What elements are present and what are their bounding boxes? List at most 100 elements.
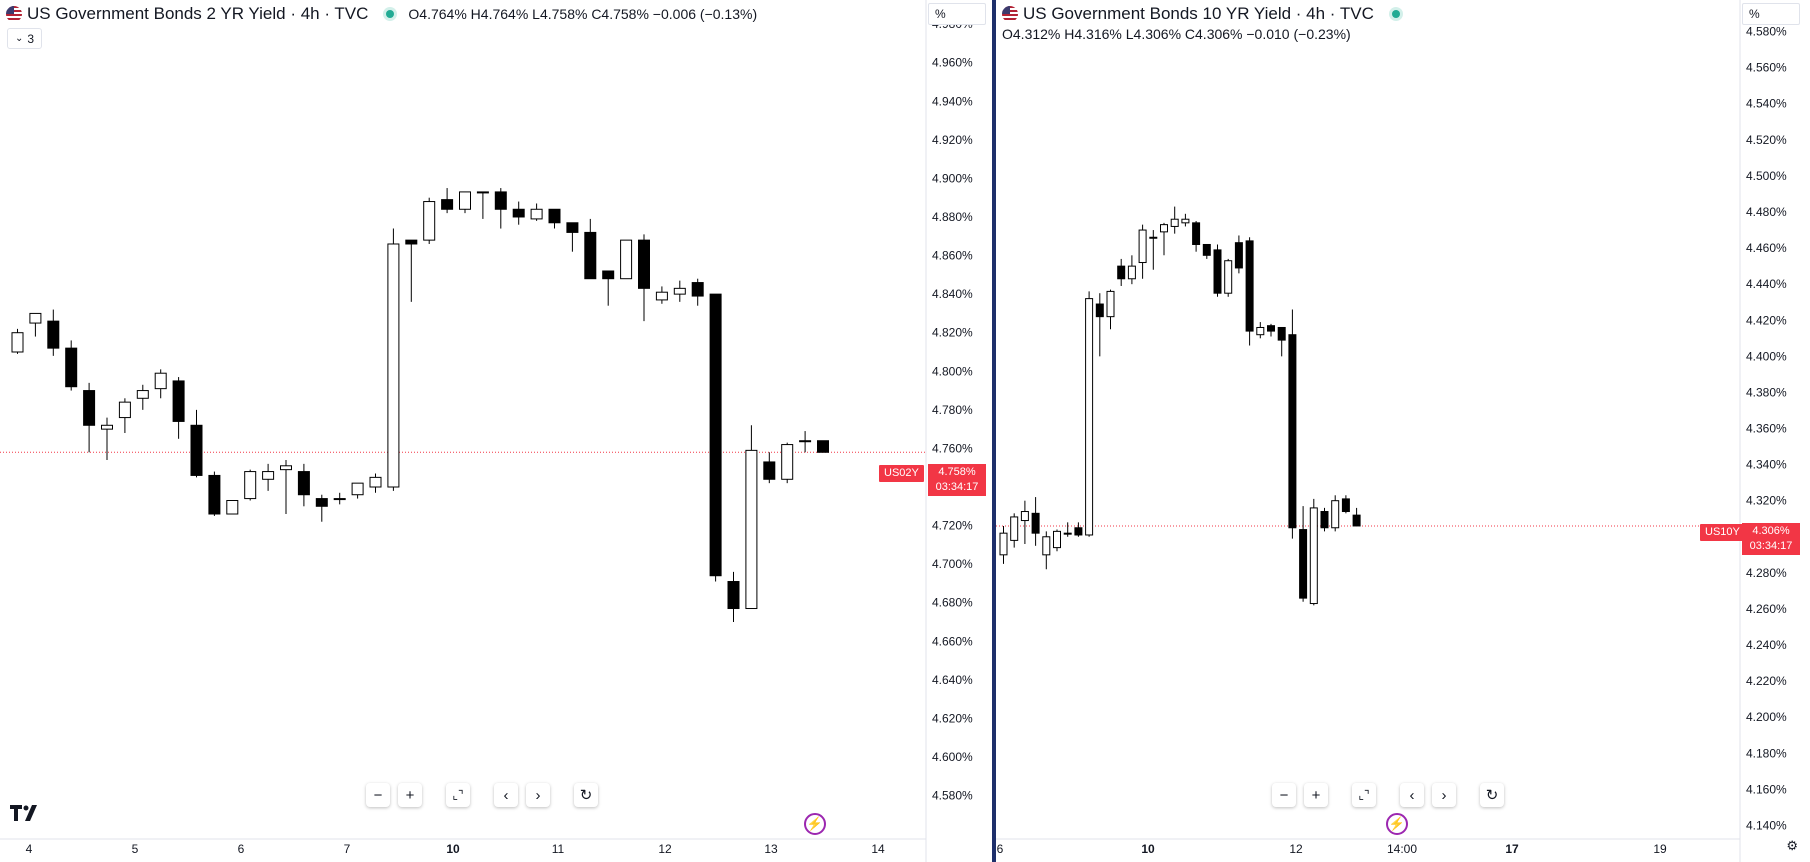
candle[interactable] [154,369,167,399]
candle[interactable] [405,239,418,302]
candle[interactable] [1213,244,1222,297]
candle[interactable] [244,469,257,501]
candle[interactable] [441,188,454,214]
candle[interactable] [566,222,579,252]
candle[interactable] [781,442,794,484]
candle[interactable] [1234,235,1243,274]
candle[interactable] [333,492,346,505]
gear-icon[interactable]: ⚙ [1786,838,1798,853]
candle[interactable] [47,309,60,356]
candle[interactable] [1127,255,1136,285]
candle[interactable] [709,293,722,582]
candle[interactable] [1267,323,1275,337]
candle[interactable] [136,384,149,410]
reset-zoom-button[interactable]: ⌞⌝ [446,783,470,807]
reset-chart-button[interactable]: ↻ [1480,783,1504,807]
candle[interactable] [673,280,686,302]
candle[interactable] [1256,322,1265,339]
candle[interactable] [763,452,776,484]
unit-selector[interactable]: % [928,3,986,25]
candle[interactable] [262,463,275,491]
candle[interactable] [1117,258,1126,286]
candle[interactable] [817,440,829,453]
candle[interactable] [638,234,650,322]
zoom-in-button[interactable]: + [398,783,422,807]
scroll-right-button[interactable]: › [1432,783,1456,807]
candle[interactable] [190,409,203,478]
candle[interactable] [1224,258,1233,297]
candle[interactable] [1320,507,1329,532]
candle[interactable] [1074,522,1083,537]
candle[interactable] [1085,291,1094,537]
pane-divider[interactable] [992,0,996,862]
chart-svg-us02y[interactable]: 4.980%4.960%4.940%4.920%4.900%4.880%4.86… [0,0,992,862]
candle[interactable] [423,197,436,244]
candle[interactable] [226,500,239,515]
candle[interactable] [1181,213,1190,227]
unit-selector[interactable]: % [1742,3,1800,25]
scroll-left-button[interactable]: ‹ [494,783,518,807]
candle[interactable] [101,417,113,461]
candle[interactable] [1063,522,1072,537]
candle[interactable] [1341,495,1350,514]
candle[interactable] [1020,500,1029,544]
candle[interactable] [29,312,42,337]
candle[interactable] [351,482,364,499]
candle[interactable] [297,463,310,507]
candle[interactable] [1170,206,1179,234]
candle[interactable] [208,471,221,516]
tradingview-logo[interactable] [10,805,42,826]
candle[interactable] [387,228,400,491]
chart-pane-us10y[interactable]: 4.580% 4.560% 4.540% 4.520% 4.500% 4.480% 4.46… [996,0,1810,862]
candle[interactable] [1031,497,1040,546]
candle[interactable] [620,239,633,280]
symbol-title[interactable]: US Government Bonds 10 YR Yield · 4h · T… [1023,4,1374,23]
candle[interactable] [1288,309,1297,539]
reset-zoom-button[interactable]: ⌞⌝ [1352,783,1376,807]
candle[interactable] [83,382,96,453]
candle[interactable] [172,377,185,439]
candle[interactable] [1192,221,1201,252]
candle[interactable] [1309,498,1318,606]
candle[interactable] [530,203,543,221]
candle[interactable] [315,494,328,522]
lightning-icon[interactable]: ⚡ [1386,813,1408,835]
candle[interactable] [65,340,78,391]
candle[interactable] [1202,243,1211,259]
candle[interactable] [494,188,507,229]
candle[interactable] [745,425,758,610]
candle[interactable] [476,191,489,219]
candle[interactable] [999,525,1008,564]
zoom-in-button[interactable]: + [1304,783,1328,807]
candle[interactable] [602,270,615,306]
indicators-toggle[interactable]: ⌄ 3 [7,28,42,49]
reset-chart-button[interactable]: ↻ [574,783,598,807]
candle[interactable] [1277,326,1286,357]
chart-svg-us10y[interactable]: 4.580% 4.560% 4.540% 4.520% 4.500% 4.480% 4.46… [996,0,1810,862]
candle[interactable] [584,218,597,280]
scroll-left-button[interactable]: ‹ [1400,783,1424,807]
chart-pane-us02y[interactable]: 4.980%4.960%4.940%4.920%4.900%4.880%4.86… [0,0,992,862]
market-status-dot[interactable] [386,10,395,18]
candle[interactable] [1010,513,1019,548]
candle[interactable] [548,208,561,229]
candle[interactable] [1331,495,1340,532]
scroll-right-button[interactable]: › [526,783,550,807]
candle[interactable] [799,431,812,453]
zoom-out-button[interactable]: − [1272,783,1296,807]
market-status-dot[interactable] [1391,10,1400,18]
zoom-out-button[interactable]: − [366,783,390,807]
candle[interactable] [118,398,131,434]
candle[interactable] [459,191,471,214]
candle[interactable] [1160,222,1168,256]
candle[interactable] [11,328,24,354]
candle[interactable] [691,278,704,306]
candle[interactable] [1149,230,1158,270]
candle[interactable] [1138,224,1147,279]
candle[interactable] [1095,293,1104,357]
candle[interactable] [1245,237,1254,346]
lightning-icon[interactable]: ⚡ [804,813,826,835]
candle[interactable] [512,201,525,225]
candle[interactable] [727,571,740,623]
candle[interactable] [1106,289,1115,330]
